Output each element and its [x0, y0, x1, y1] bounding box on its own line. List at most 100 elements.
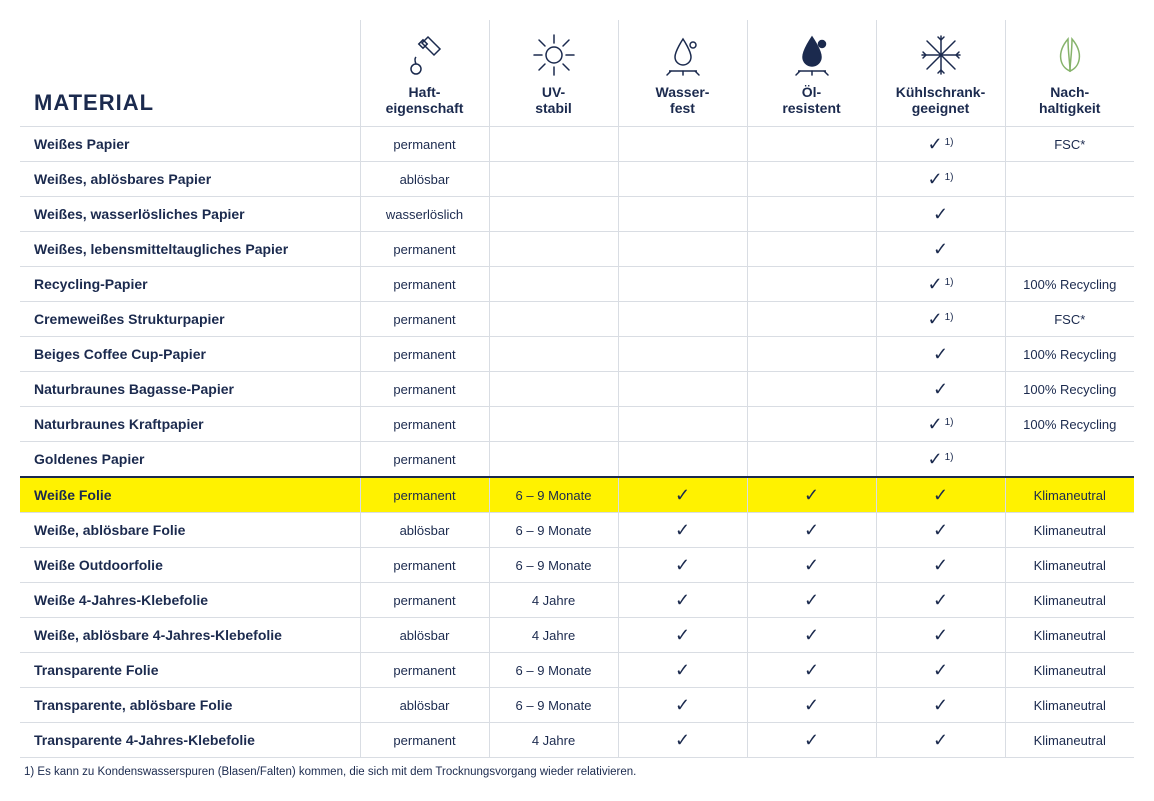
cell-kuehl: ✓ [876, 513, 1005, 548]
cell-nach [1005, 162, 1134, 197]
table-row: Transparente Foliepermanent6 – 9 Monate✓… [20, 653, 1134, 688]
header-uv-label: UV-stabil [494, 84, 614, 116]
cell-wasser: ✓ [618, 688, 747, 723]
table-row: Transparente 4-Jahres-Klebefoliepermanen… [20, 723, 1134, 758]
material-cell: Weiße 4-Jahres-Klebefolie [20, 583, 360, 618]
table-row: Recycling-Papierpermanent✓1)100% Recycli… [20, 267, 1134, 302]
cell-nach: FSC* [1005, 127, 1134, 162]
material-cell: Beiges Coffee Cup-Papier [20, 337, 360, 372]
material-cell: Cremeweißes Strukturpapier [20, 302, 360, 337]
cell-uv [489, 407, 618, 442]
cell-oel [747, 197, 876, 232]
material-cell: Weißes, lebensmitteltaugliches Papier [20, 232, 360, 267]
header-kuehl-label: Kühlschrank-geeignet [881, 84, 1001, 116]
cell-haft: permanent [360, 302, 489, 337]
cell-nach: Klimaneutral [1005, 723, 1134, 758]
header-oel: Öl-resistent [747, 20, 876, 127]
cell-nach: Klimaneutral [1005, 583, 1134, 618]
header-nach: Nach-haltigkeit [1005, 20, 1134, 127]
cell-kuehl: ✓ [876, 618, 1005, 653]
cell-uv: 4 Jahre [489, 583, 618, 618]
cell-uv [489, 162, 618, 197]
cell-haft: permanent [360, 723, 489, 758]
header-nach-label: Nach-haltigkeit [1010, 84, 1131, 116]
cell-oel: ✓ [747, 583, 876, 618]
cell-wasser [618, 267, 747, 302]
cell-wasser [618, 162, 747, 197]
table-row: Weißes, wasserlösliches Papierwasserlösl… [20, 197, 1134, 232]
header-uv: UV-stabil [489, 20, 618, 127]
material-cell: Weiße, ablösbare 4-Jahres-Klebefolie [20, 618, 360, 653]
cell-uv [489, 127, 618, 162]
cell-uv: 4 Jahre [489, 723, 618, 758]
cell-oel [747, 372, 876, 407]
table-row: Weiße, ablösbare 4-Jahres-Klebefolieablö… [20, 618, 1134, 653]
cell-haft: permanent [360, 548, 489, 583]
cell-wasser [618, 232, 747, 267]
cell-wasser: ✓ [618, 653, 747, 688]
cell-oel [747, 302, 876, 337]
cell-kuehl: ✓1) [876, 442, 1005, 478]
material-cell: Naturbraunes Kraftpapier [20, 407, 360, 442]
cell-wasser [618, 407, 747, 442]
material-cell: Weißes Papier [20, 127, 360, 162]
glue-icon [365, 26, 485, 84]
cell-oel [747, 267, 876, 302]
cell-oel [747, 232, 876, 267]
table-row: Cremeweißes Strukturpapierpermanent✓1)FS… [20, 302, 1134, 337]
table-row: Weiße Foliepermanent6 – 9 Monate✓✓✓Klima… [20, 477, 1134, 513]
cell-wasser: ✓ [618, 583, 747, 618]
cell-kuehl: ✓ [876, 477, 1005, 513]
cell-haft: ablösbar [360, 618, 489, 653]
cell-kuehl: ✓ [876, 688, 1005, 723]
cell-nach: Klimaneutral [1005, 548, 1134, 583]
cell-wasser: ✓ [618, 618, 747, 653]
header-material: MATERIAL [20, 20, 360, 127]
footnote: 1) Es kann zu Kondenswasserspuren (Blase… [20, 766, 1134, 778]
cell-kuehl: ✓1) [876, 267, 1005, 302]
material-cell: Transparente 4-Jahres-Klebefolie [20, 723, 360, 758]
material-cell: Goldenes Papier [20, 442, 360, 478]
cell-uv: 6 – 9 Monate [489, 477, 618, 513]
cell-uv: 6 – 9 Monate [489, 548, 618, 583]
table-header-row: MATERIAL Haft-eigenschaft [20, 20, 1134, 127]
cell-nach: 100% Recycling [1005, 337, 1134, 372]
material-cell: Transparente Folie [20, 653, 360, 688]
cell-haft: permanent [360, 232, 489, 267]
material-cell: Naturbraunes Bagasse-Papier [20, 372, 360, 407]
cell-uv [489, 267, 618, 302]
cell-oel: ✓ [747, 618, 876, 653]
material-cell: Weißes, ablösbares Papier [20, 162, 360, 197]
cell-oel: ✓ [747, 548, 876, 583]
cell-nach [1005, 442, 1134, 478]
cell-nach: Klimaneutral [1005, 513, 1134, 548]
cell-haft: ablösbar [360, 513, 489, 548]
table-row: Weiße Outdoorfoliepermanent6 – 9 Monate✓… [20, 548, 1134, 583]
cell-uv: 4 Jahre [489, 618, 618, 653]
sun-icon [494, 26, 614, 84]
table-body: Weißes Papierpermanent✓1)FSC*Weißes, abl… [20, 127, 1134, 758]
oil-icon [752, 26, 872, 84]
cell-haft: permanent [360, 337, 489, 372]
header-wasser: Wasser-fest [618, 20, 747, 127]
material-cell: Weiße, ablösbare Folie [20, 513, 360, 548]
cell-kuehl: ✓1) [876, 127, 1005, 162]
cell-uv [489, 372, 618, 407]
table-row: Weiße 4-Jahres-Klebefoliepermanent4 Jahr… [20, 583, 1134, 618]
cell-wasser: ✓ [618, 723, 747, 758]
material-cell: Weiße Folie [20, 477, 360, 513]
material-table-wrap: MATERIAL Haft-eigenschaft [20, 20, 1134, 778]
cell-kuehl: ✓ [876, 548, 1005, 583]
cell-wasser [618, 337, 747, 372]
cell-wasser [618, 442, 747, 478]
cell-uv [489, 197, 618, 232]
header-material-label: MATERIAL [34, 90, 154, 115]
cell-kuehl: ✓1) [876, 302, 1005, 337]
cell-kuehl: ✓ [876, 723, 1005, 758]
material-table: MATERIAL Haft-eigenschaft [20, 20, 1134, 758]
material-cell: Recycling-Papier [20, 267, 360, 302]
cell-oel [747, 407, 876, 442]
cell-wasser [618, 197, 747, 232]
cell-kuehl: ✓ [876, 337, 1005, 372]
cell-nach: Klimaneutral [1005, 618, 1134, 653]
